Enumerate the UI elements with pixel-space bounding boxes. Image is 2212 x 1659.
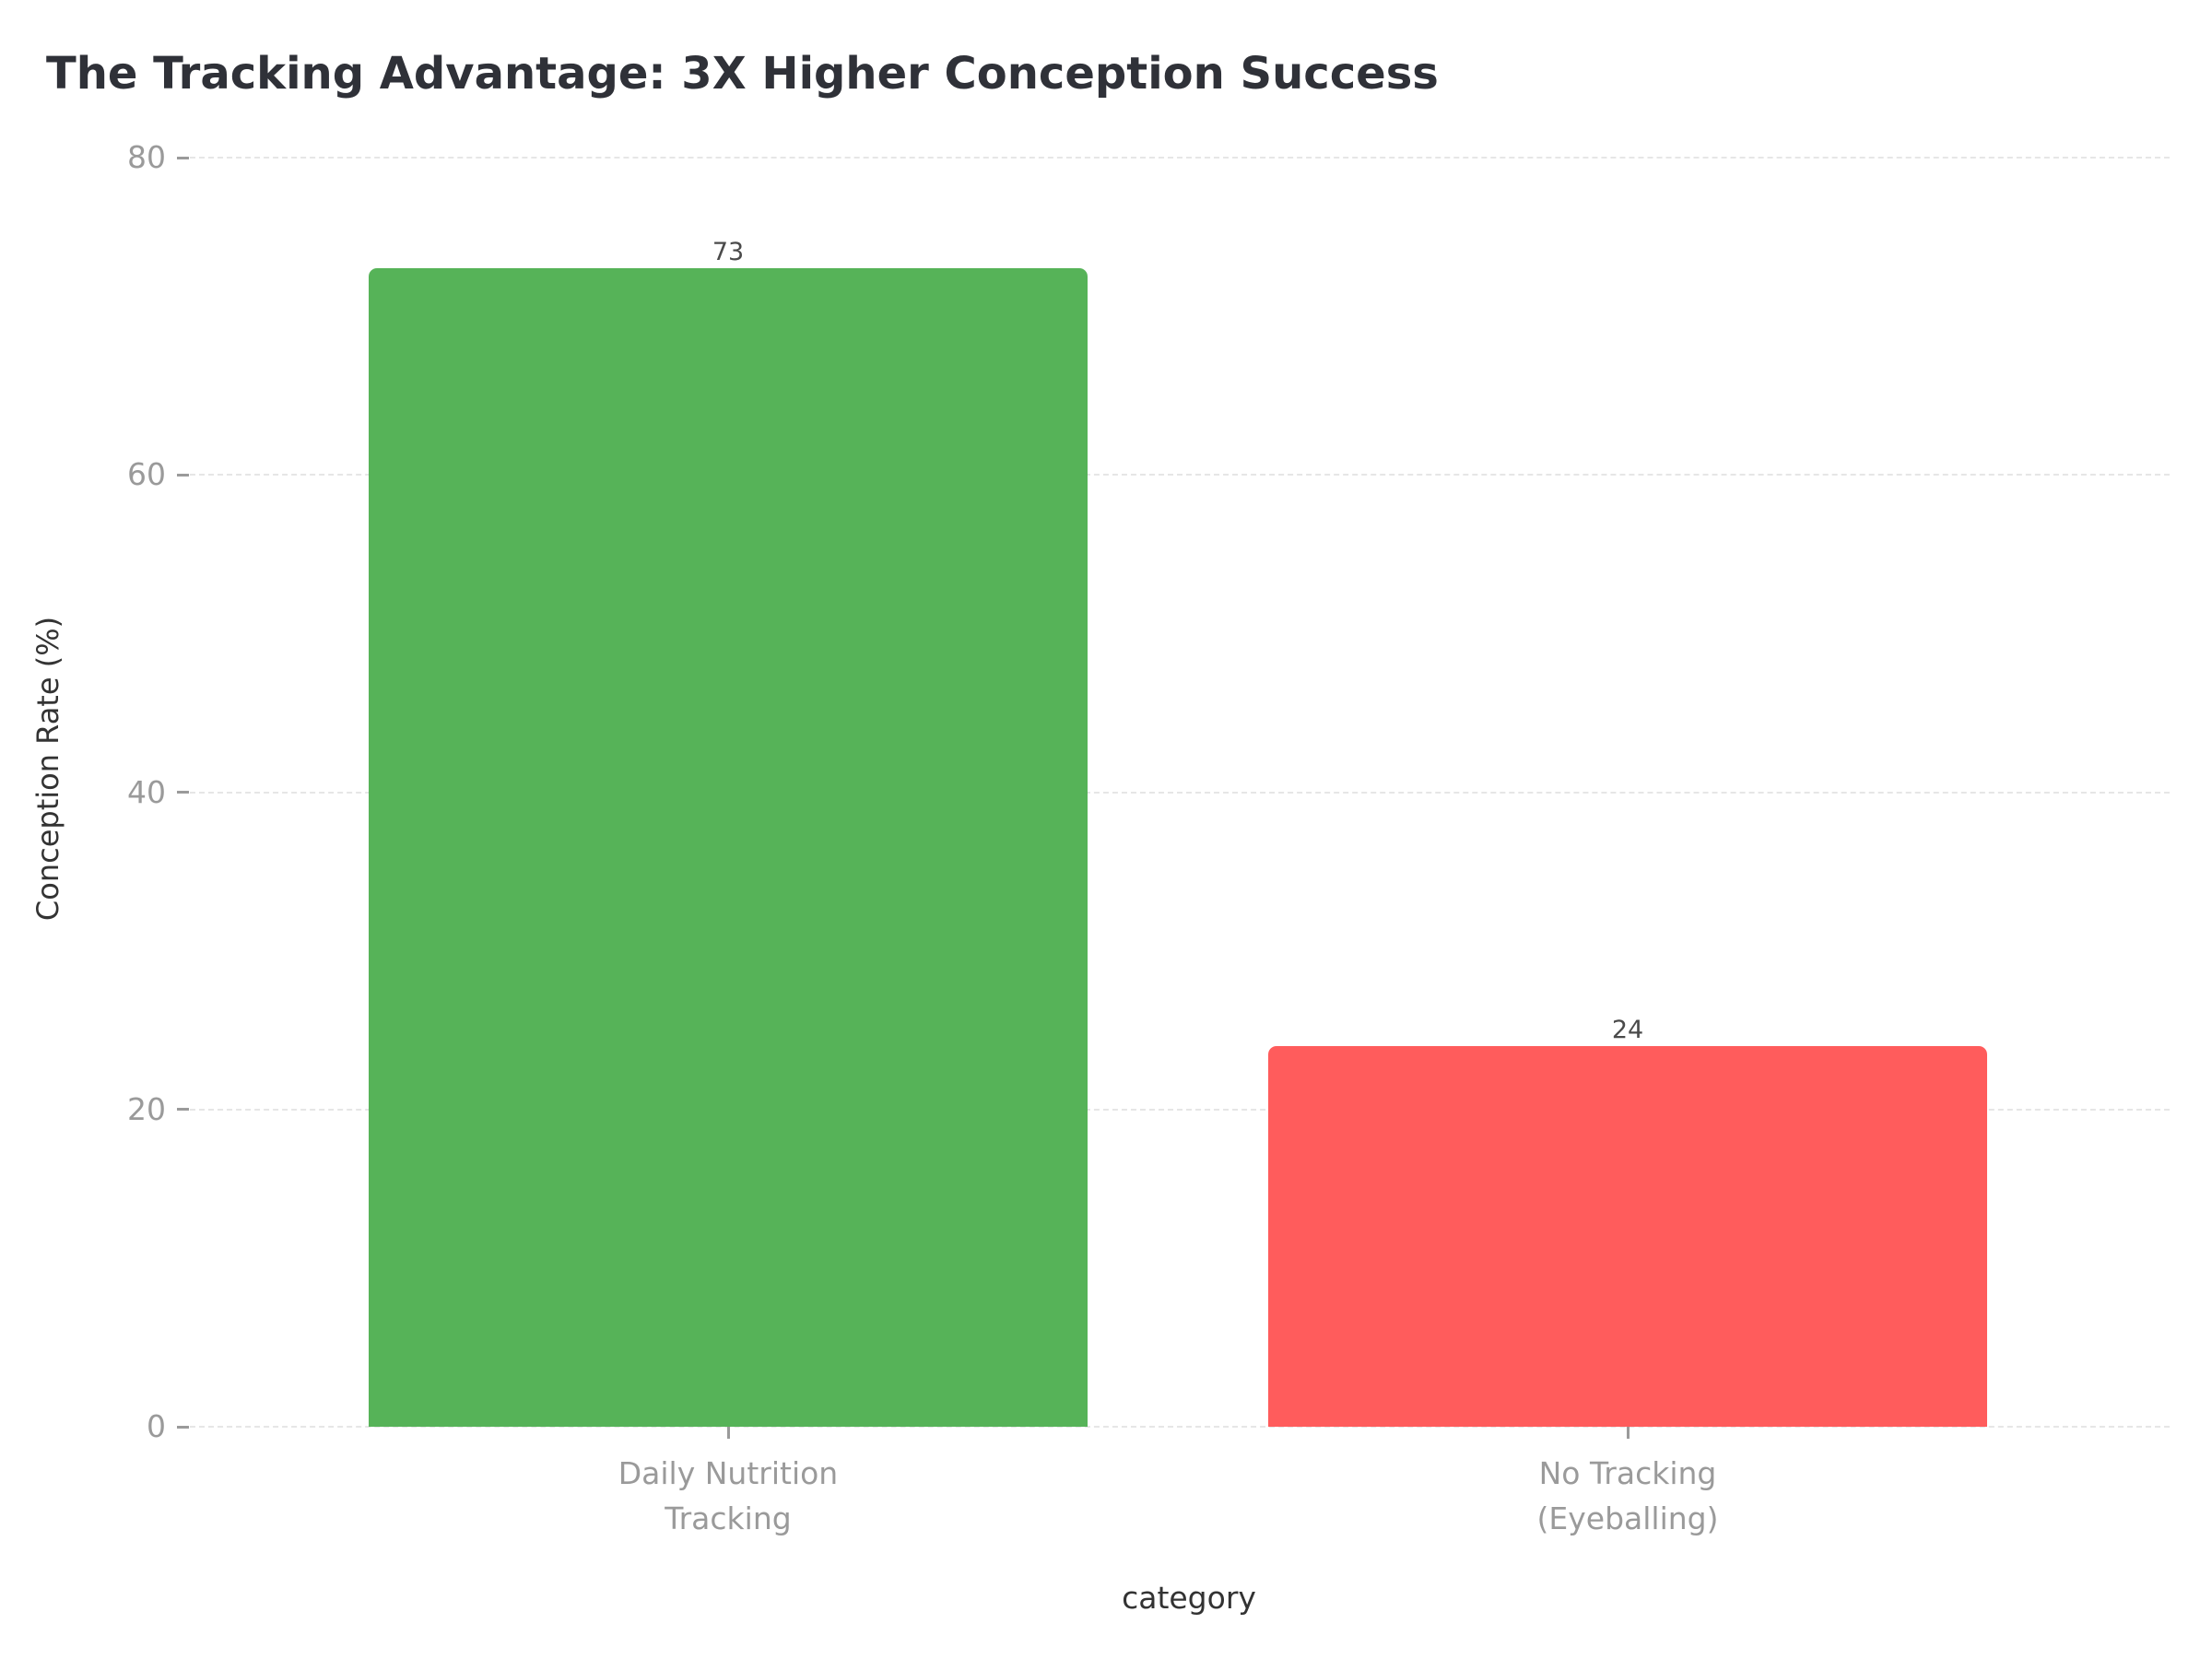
x-tick-label: No Tracking (Eyeballing): [1397, 1451, 1858, 1541]
y-axis-label: Conception Rate (%): [30, 616, 65, 922]
x-axis-label: category: [1122, 1580, 1256, 1616]
x-tick-label: Daily Nutrition Tracking: [498, 1451, 959, 1541]
y-tick-label: 20: [127, 1090, 166, 1127]
bar-daily-nutrition-tracking: [369, 268, 1088, 1427]
gridline: [190, 1426, 2170, 1428]
y-tick: [177, 791, 189, 794]
chart-title: The Tracking Advantage: 3X Higher Concep…: [46, 48, 1439, 100]
gridline: [190, 1108, 2170, 1111]
y-tick-label: 0: [147, 1408, 166, 1444]
y-tick-label: 80: [127, 139, 166, 175]
y-tick: [177, 156, 189, 159]
gridline: [190, 157, 2170, 159]
x-tick: [1626, 1427, 1630, 1439]
y-tick: [177, 1108, 189, 1112]
y-tick-label: 40: [127, 773, 166, 810]
gridline: [190, 791, 2170, 794]
bar-no-tracking: [1268, 1045, 1987, 1427]
bar-value-label: 24: [1611, 1015, 1644, 1044]
y-tick-label: 60: [127, 456, 166, 493]
y-tick: [177, 473, 189, 477]
x-tick-label-line: (Eyeballing): [1536, 1500, 1719, 1536]
x-tick-label-line: Daily Nutrition: [618, 1455, 839, 1491]
x-tick-label-line: No Tracking: [1538, 1455, 1717, 1491]
bar-value-label: 73: [712, 238, 745, 267]
x-tick-label-line: Tracking: [665, 1500, 792, 1536]
y-tick: [177, 1425, 189, 1429]
gridline: [190, 474, 2170, 477]
x-tick: [726, 1427, 730, 1439]
